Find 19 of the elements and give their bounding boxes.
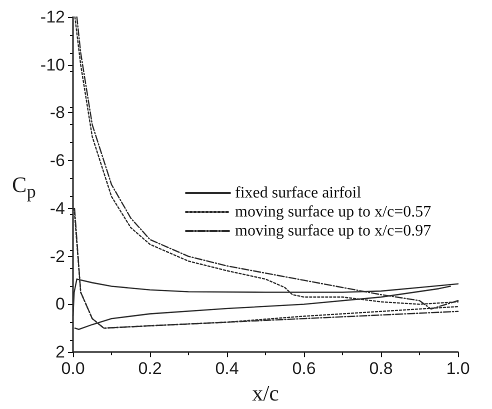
x-tick-label: 0.4 (215, 359, 239, 378)
x-tick-label: 1.0 (446, 359, 470, 378)
y-axis-title: C$_{p}$ (12, 172, 36, 204)
y-tick-label: -10 (40, 55, 65, 74)
y-tick-label: 2 (56, 342, 65, 362)
x-tick-label: 0.8 (369, 359, 393, 378)
y-tick-label: -2 (50, 246, 65, 266)
x-tick-label: 0.2 (138, 359, 162, 378)
y-tick-label: -4 (50, 198, 65, 218)
y-tick-label: -8 (50, 103, 65, 122)
x-tick-label: 0.6 (292, 359, 316, 378)
legend-label: fixed surface airfoil (235, 184, 362, 202)
x-tick-label: 0.0 (61, 359, 85, 378)
legend-label: moving surface up to x/c=0.97 (235, 222, 432, 240)
y-tick-label: -6 (50, 151, 65, 170)
y-tick-label: 0 (56, 294, 65, 314)
y-tick-label: -12 (40, 8, 65, 26)
legend-label: moving surface up to x/c=0.57 (235, 204, 432, 220)
x-axis-title: x/c (252, 380, 280, 406)
